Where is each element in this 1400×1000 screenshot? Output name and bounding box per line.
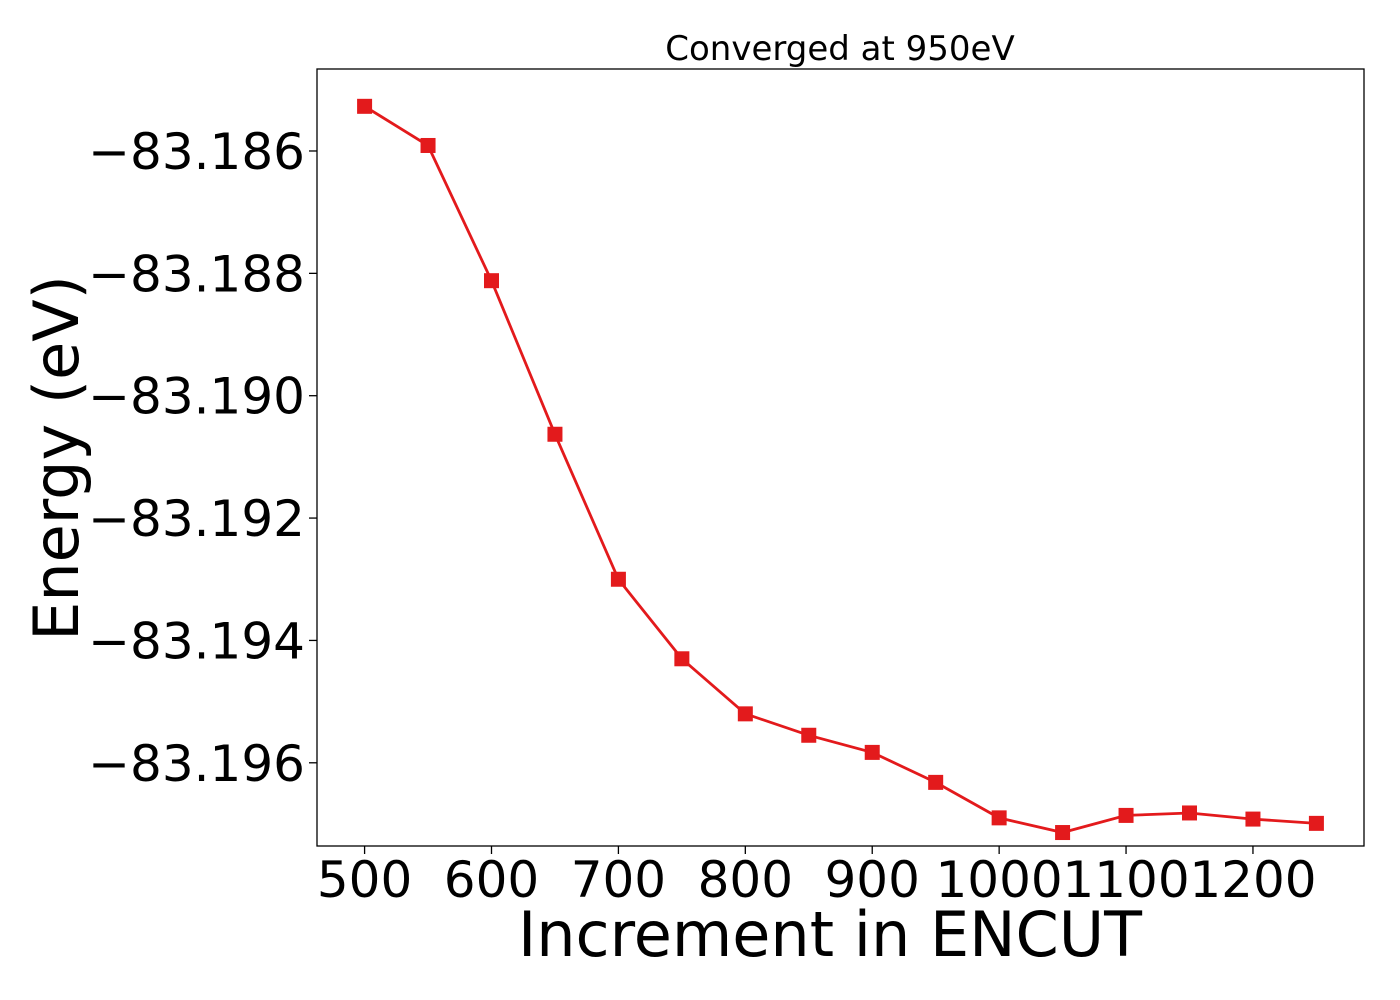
data-point-marker	[1245, 811, 1261, 827]
data-point-marker	[991, 810, 1007, 826]
x-tick-label: 600	[444, 851, 539, 909]
series-line	[363, 105, 1317, 834]
data-point-marker	[1182, 805, 1197, 821]
x-tick-label: 1200	[1189, 851, 1316, 909]
x-tick-label: 700	[571, 851, 666, 909]
plot-area-frame	[316, 68, 1365, 847]
x-tick-label: 1100	[1062, 851, 1189, 909]
x-axis-ticks: 500 600 700 800 900 1000 1100 1200	[317, 846, 1317, 909]
data-point-marker	[864, 744, 880, 760]
data-point-marker	[484, 273, 499, 289]
data-point-marker	[801, 727, 817, 743]
y-tick-label: −83.190	[88, 368, 305, 426]
y-tick-label: −83.194	[88, 612, 305, 670]
x-tick-label: 500	[317, 851, 412, 909]
x-tick-label: 900	[825, 851, 920, 909]
plot-series	[357, 98, 1324, 841]
data-point-marker	[674, 651, 690, 667]
x-axis-label: Increment in ENCUT	[518, 898, 1143, 971]
data-point-marker	[1118, 807, 1134, 823]
x-tick-label: 1000	[936, 851, 1063, 909]
data-point-marker	[1308, 815, 1324, 831]
data-point-marker	[547, 426, 563, 442]
data-point-marker	[1055, 825, 1071, 841]
y-axis-label: Energy (eV)	[20, 275, 93, 641]
y-tick-label: −83.196	[88, 735, 305, 793]
data-point-marker	[357, 98, 373, 114]
data-point-marker	[737, 706, 753, 722]
data-point-marker	[928, 774, 944, 790]
y-tick-label: −83.186	[88, 123, 305, 181]
data-point-marker	[420, 137, 436, 153]
y-tick-label: −83.188	[88, 245, 305, 303]
x-tick-label: 800	[698, 851, 793, 909]
chart-title: Converged at 950eV	[665, 29, 1014, 69]
y-axis-ticks: −83.186 −83.188 −83.190 −83.192 −83.194 −83.1…	[88, 123, 317, 793]
data-point-marker	[610, 571, 626, 587]
y-tick-label: −83.192	[88, 490, 305, 548]
